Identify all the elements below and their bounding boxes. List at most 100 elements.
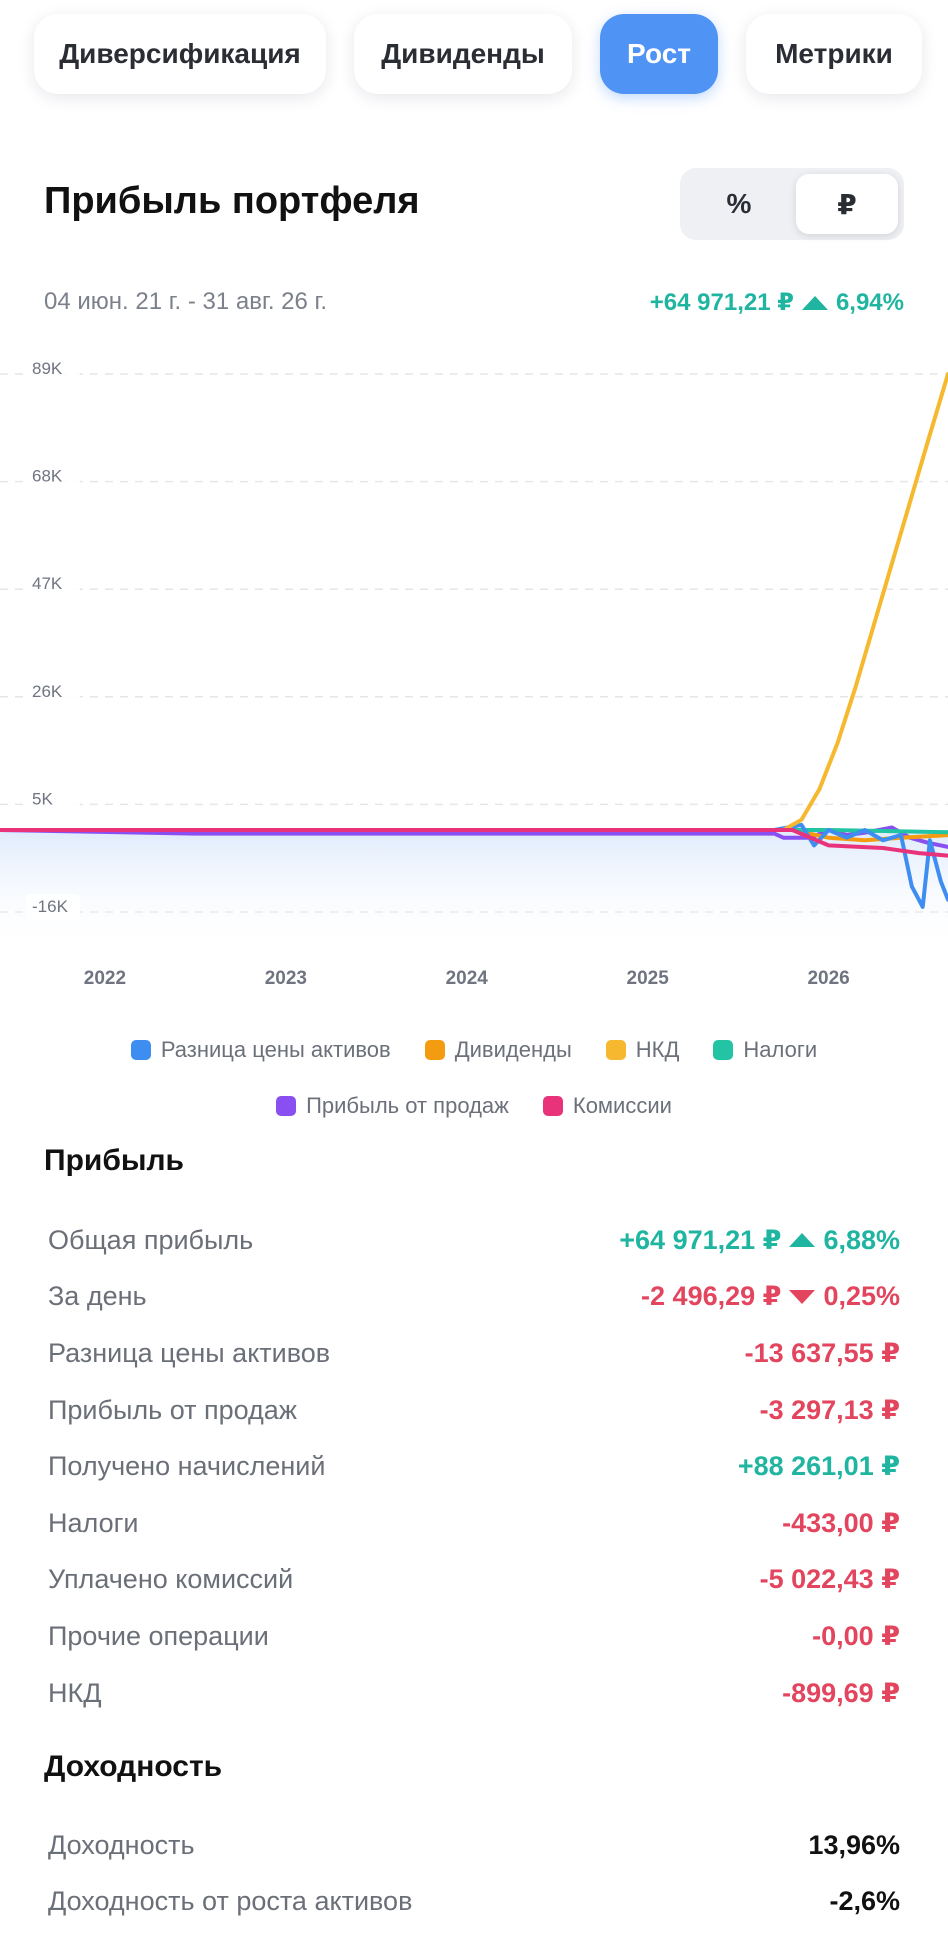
legend-item[interactable]: Налоги — [713, 1037, 817, 1063]
stat-value: -5 022,43 ₽ — [760, 1564, 900, 1595]
legend-swatch — [542, 1096, 563, 1116]
stat-label: Доходность — [48, 1829, 195, 1860]
trend-up-icon — [801, 295, 828, 310]
summary-change-percent: 6,94% — [835, 288, 904, 316]
legend-label: Налоги — [743, 1037, 818, 1062]
stat-row: Налоги -433,00 ₽ — [48, 1495, 900, 1552]
legend-row: Разница цены активов Дивиденды НКД Налоги — [0, 1022, 948, 1078]
legend-swatch — [713, 1040, 734, 1060]
stat-amount: -2,6% — [829, 1886, 900, 1917]
y-tick-bg — [26, 571, 80, 598]
stat-row: Доходность 13,96% — [48, 1817, 900, 1874]
stat-row: Уплачено комиссий -5 022,43 ₽ — [48, 1552, 900, 1609]
legend-swatch — [605, 1040, 626, 1060]
tab-dividends[interactable]: Дивиденды — [354, 14, 572, 94]
stat-amount: -0,00 ₽ — [812, 1620, 900, 1651]
unit-toggle: % ₽ — [680, 168, 904, 240]
legend-item[interactable]: Разница цены активов — [130, 1037, 391, 1063]
legend-label: Дивиденды — [454, 1037, 572, 1062]
legend-label: НКД — [635, 1037, 680, 1062]
stat-amount: -13 637,55 ₽ — [744, 1337, 900, 1368]
stat-amount: -899,69 ₽ — [782, 1677, 900, 1708]
legend-item[interactable]: Прибыль от продаж — [276, 1093, 509, 1119]
series-line — [0, 372, 948, 832]
tab-diversification[interactable]: Диверсификация — [34, 14, 326, 94]
y-tick-label: 26K — [32, 682, 63, 701]
stat-label: Уплачено комиссий — [48, 1564, 294, 1595]
x-tick-label: 2025 — [627, 968, 670, 989]
chart-legend: Разница цены активов Дивиденды НКД Налоги П… — [0, 1022, 948, 1134]
stat-value: 13,96% — [808, 1830, 900, 1861]
stat-amount: +64 971,21 ₽ — [619, 1224, 782, 1255]
stat-label: Разница цены активов — [48, 1337, 331, 1368]
summary-change: +64 971,21 ₽ 6,94% — [650, 288, 904, 317]
stat-value: -433,00 ₽ — [782, 1508, 900, 1539]
stat-label: НКД — [48, 1677, 102, 1708]
summary-change-value: +64 971,21 ₽ — [649, 289, 794, 316]
series-line — [0, 822, 948, 909]
stat-row: Доходность от роста активов -2,6% — [48, 1874, 900, 1931]
stat-value: +88 261,01 ₽ — [738, 1451, 900, 1482]
legend-swatch — [130, 1040, 151, 1060]
stat-value: +64 971,21 ₽ 6,88% — [619, 1225, 900, 1256]
legend-row: Прибыль от продаж Комиссии — [0, 1078, 948, 1134]
stat-label: Доходность от роста активов — [48, 1886, 413, 1917]
profit-section-title: Прибыль — [44, 1144, 184, 1177]
yield-list: Доходность 13,96% Доходность от роста акти… — [48, 1817, 900, 1930]
date-range[interactable]: 04 июн. 21 г. - 31 авг. 26 г. — [44, 288, 328, 315]
stat-row: НКД -899,69 ₽ — [48, 1665, 900, 1722]
yield-section-title: Доходность — [44, 1750, 223, 1783]
unit-ruble-option[interactable]: ₽ — [796, 174, 898, 234]
unit-percent-option[interactable]: % — [726, 188, 752, 219]
profit-chart-svg: 89K 68K 47K 26K 5K -16K 2022 2023 2024 2025 2026 — [0, 356, 948, 989]
stat-value: -0,00 ₽ — [812, 1621, 900, 1652]
stat-amount: +88 261,01 ₽ — [737, 1451, 900, 1482]
stat-value: -3 297,13 ₽ — [760, 1395, 900, 1426]
x-tick-label: 2026 — [807, 968, 849, 989]
stat-value: -2 496,29 ₽ 0,25% — [641, 1281, 900, 1312]
y-tick-bg — [26, 356, 80, 382]
stat-label: За день — [48, 1281, 147, 1312]
legend-item[interactable]: Комиссии — [542, 1093, 672, 1119]
stat-label: Налоги — [48, 1507, 139, 1538]
y-tick-bg — [26, 678, 80, 705]
y-tick-label: 89K — [32, 359, 63, 378]
trend-down-icon — [789, 1289, 816, 1304]
stat-label: Общая прибыль — [48, 1224, 254, 1255]
tab-metrics[interactable]: Метрики — [746, 14, 922, 94]
tab-growth[interactable]: Рост — [600, 14, 718, 94]
trend-up-icon — [789, 1233, 816, 1248]
x-tick-label: 2022 — [84, 968, 126, 989]
stat-amount: -5 022,43 ₽ — [759, 1564, 900, 1595]
profit-list: Общая прибыль +64 971,21 ₽ 6,88% За день -2 … — [48, 1212, 900, 1721]
y-tick-label: -16K — [32, 897, 69, 916]
x-tick-label: 2023 — [265, 968, 307, 989]
legend-item[interactable]: Дивиденды — [424, 1037, 572, 1063]
negative-area-fill — [0, 830, 948, 952]
legend-item[interactable]: НКД — [605, 1037, 680, 1063]
legend-label: Прибыль от продаж — [306, 1093, 509, 1118]
tab-bar: Диверсификация Дивиденды Рост Метрики — [0, 0, 948, 120]
y-tick-label: 5K — [32, 789, 53, 808]
y-tick-bg — [26, 894, 80, 920]
stat-row: Общая прибыль +64 971,21 ₽ 6,88% — [48, 1212, 900, 1269]
stat-value: -2,6% — [829, 1886, 900, 1917]
legend-label: Комиссии — [572, 1093, 672, 1118]
y-tick-label: 68K — [32, 467, 63, 486]
stat-label: Прибыль от продаж — [48, 1394, 297, 1425]
stat-row: Прочие операции -0,00 ₽ — [48, 1608, 900, 1665]
legend-swatch — [276, 1096, 297, 1116]
stat-amount: -2 496,29 ₽ — [641, 1281, 782, 1312]
stat-row: Разница цены активов -13 637,55 ₽ — [48, 1325, 900, 1382]
series-line — [0, 828, 948, 858]
legend-swatch — [424, 1040, 445, 1060]
y-tick-bg — [26, 786, 80, 813]
stat-value: -13 637,55 ₽ — [745, 1338, 900, 1369]
stat-amount: -433,00 ₽ — [782, 1507, 900, 1538]
stat-amount: 13,96% — [808, 1829, 900, 1860]
y-tick-bg — [26, 463, 80, 490]
stat-row: Получено начислений +88 261,01 ₽ — [48, 1438, 900, 1495]
stat-label: Прочие операции — [48, 1620, 269, 1651]
stat-percent: 6,88% — [823, 1224, 900, 1255]
profit-chart[interactable]: 89K 68K 47K 26K 5K -16K 2022 2023 2024 2025 2026 — [0, 350, 948, 1000]
